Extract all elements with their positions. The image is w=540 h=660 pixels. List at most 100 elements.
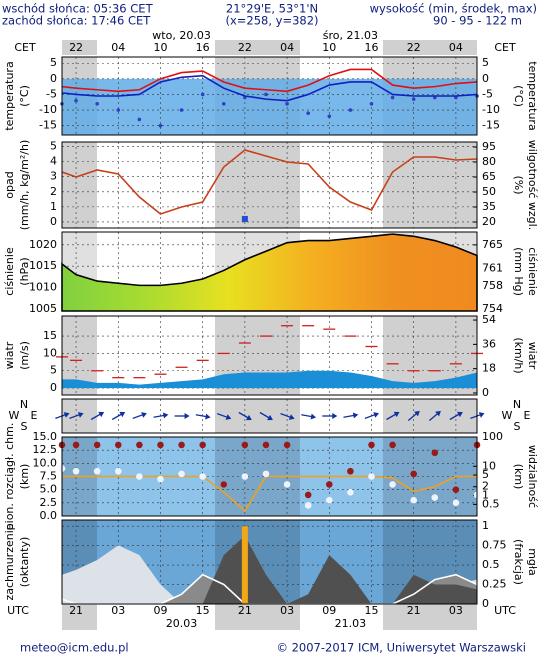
bottom-tick-label: 21 (238, 604, 252, 617)
bottom-tick-label: 03 (111, 604, 125, 617)
series-dot (348, 108, 353, 112)
series-dot (389, 481, 396, 488)
y-tick-label: 4 (50, 155, 57, 168)
series-dot (221, 102, 226, 106)
series-dot (452, 499, 460, 507)
y-tick-label: -10 (39, 103, 57, 116)
bottom-tick-label: 03 (449, 604, 463, 617)
series-dot (157, 441, 164, 449)
y2-axis-label: widzialność (526, 445, 539, 508)
series-dot (410, 470, 417, 478)
series-dot (304, 502, 312, 509)
series-bar (241, 526, 248, 604)
wind-arrow (111, 411, 126, 421)
y-tick-label: 0 (50, 215, 57, 228)
series-line (61, 68, 478, 93)
arrow-head (435, 410, 441, 417)
y-tick-label-right: -15 (482, 119, 500, 132)
y2-tick-label: 95 (482, 140, 496, 153)
arrow-head (63, 412, 70, 418)
y2-axis-label: (frakcja) (512, 539, 525, 585)
y-tick-label: 5 (50, 56, 57, 69)
panel-frame (61, 315, 478, 396)
y2-axis-label: temperatura (526, 61, 539, 130)
compass-e: E (524, 409, 531, 422)
y2-tick-label: 18 (482, 362, 496, 375)
y-tick-label: 1005 (29, 302, 57, 315)
date-label: 20.03 (166, 617, 198, 630)
compass-e: E (31, 409, 38, 422)
arrow-head (310, 413, 317, 420)
y2-axis-label: mgła (526, 548, 539, 576)
wind-arrow (174, 413, 190, 419)
email: meteo@icm.edu.pl (20, 641, 129, 655)
wind-arrow (69, 412, 84, 420)
top-tick-label: 16 (364, 41, 378, 54)
y2-tick-label: 761 (482, 261, 503, 274)
top-tick-label: 22 (69, 41, 83, 54)
y2-axis-label: (%) (512, 175, 525, 194)
series-dot (199, 473, 206, 480)
compass-w: W (502, 409, 513, 422)
y-axis-label: (hPa) (18, 257, 31, 285)
y-tick-label: 0 (50, 381, 57, 394)
top-tick-label: 10 (153, 41, 167, 54)
top-tick-label: 10 (322, 41, 336, 54)
wind-arrow (238, 411, 252, 421)
wind-arrow (153, 412, 169, 419)
y-axis-label: ciśnienie (3, 247, 16, 296)
panel-frame (61, 56, 478, 136)
arrow-head (245, 414, 252, 421)
y2-tick-label: 35 (482, 200, 496, 213)
y-tick-label: 12.5 (33, 443, 58, 456)
y2-tick-label: 2 (482, 480, 489, 493)
y2-tick-label: 758 (482, 279, 503, 292)
series-dot (368, 473, 375, 480)
series-dot (327, 114, 332, 119)
y-axis-label: (oktanty) (18, 537, 31, 588)
series-dot (325, 481, 333, 488)
series-dot (431, 449, 439, 457)
series-dot (411, 97, 416, 101)
y-tick-label: 3 (50, 170, 57, 183)
series-dot (431, 494, 439, 501)
arrow-head (119, 411, 126, 418)
y-tick-label: -5 (46, 87, 57, 100)
series-dot (283, 441, 291, 449)
y-tick-label: 15 (43, 329, 57, 342)
series-bar (241, 215, 248, 222)
series-dot (157, 475, 164, 483)
y2-tick-label: 1 (482, 489, 489, 502)
y2-tick-label: 0.75 (482, 539, 507, 552)
series-dot (264, 92, 268, 97)
y2-axis-label: wilgotność wzgl. (526, 140, 539, 230)
coords: 21°29'E, 53°1'N (226, 2, 318, 16)
y-axis-label: opad (3, 171, 16, 198)
y-tick-label: 5 (50, 140, 57, 153)
y-tick-label: 2.5 (40, 496, 58, 509)
series-line (61, 74, 478, 102)
top-tick-label: 04 (280, 41, 294, 54)
y2-tick-label: 36 (482, 337, 496, 350)
night-band (215, 604, 300, 630)
y2-axis-label: (°C) (512, 85, 525, 107)
series-dot (137, 117, 142, 122)
y-axis-label: pion. rozciągł. chm. (3, 423, 16, 531)
y2-tick-label: 754 (482, 302, 503, 315)
bottom-tick-label: 15 (196, 604, 210, 617)
y-axis-label: temperatura (3, 61, 16, 130)
series-area (62, 545, 477, 604)
bottom-tick-label: 21 (407, 604, 421, 617)
compass-n: N (513, 398, 521, 411)
grid-point: (x=258, y=382) (225, 14, 318, 28)
series-dot (306, 111, 310, 115)
series-dot (74, 98, 78, 103)
y-tick-label: 1 (50, 200, 57, 213)
panel-frame (61, 231, 478, 312)
series-line (61, 149, 478, 215)
y-tick-label: 5.0 (40, 483, 58, 496)
top-tick-label: 04 (449, 41, 463, 54)
series-dot (200, 92, 205, 97)
series-dot (368, 441, 375, 449)
arrow-head (478, 412, 485, 418)
